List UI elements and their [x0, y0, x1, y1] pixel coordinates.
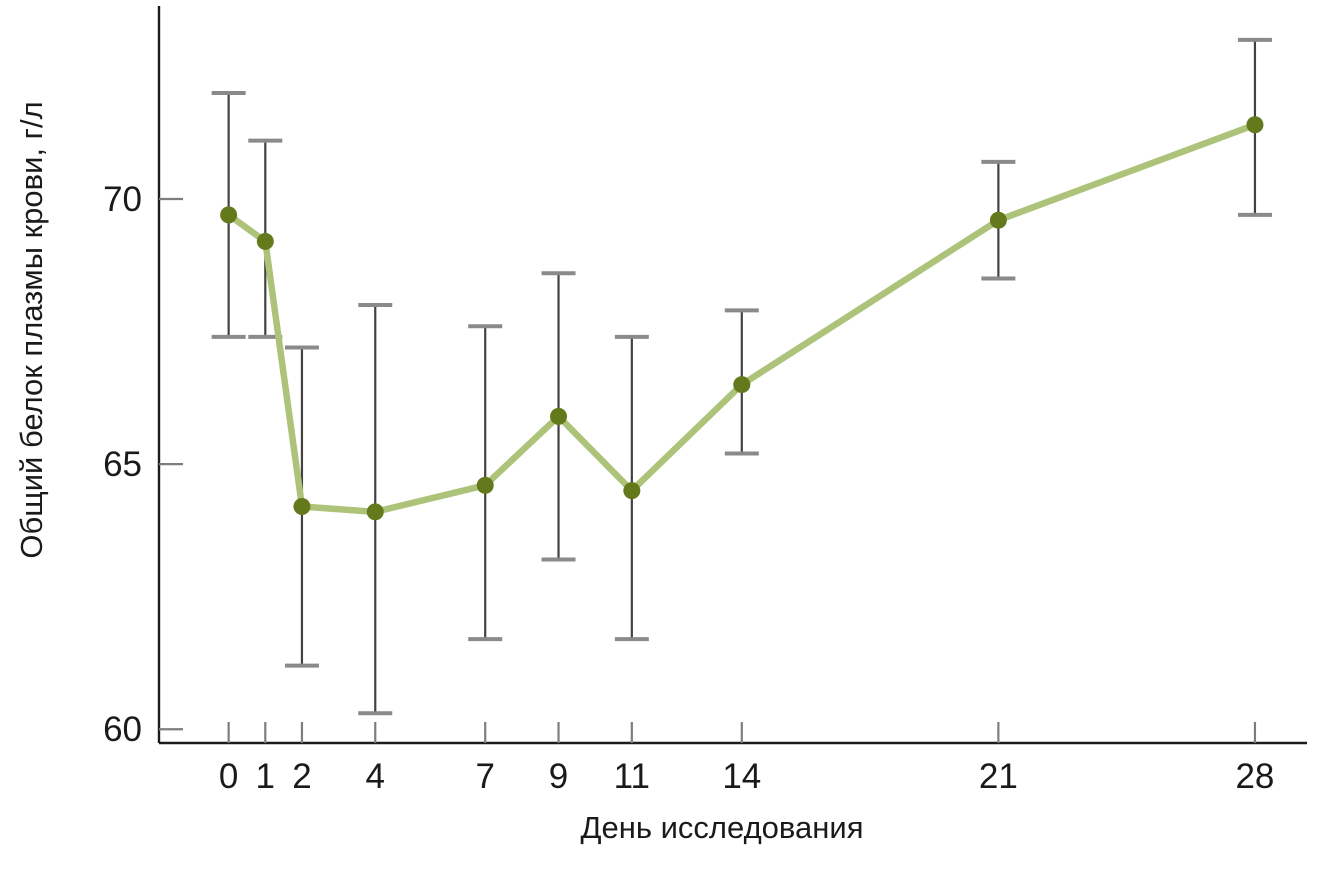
x-tick-label: 21: [979, 757, 1018, 796]
series-layer: [220, 116, 1264, 521]
x-tick-label: 0: [219, 757, 238, 796]
axes-layer: 60 65 70 0 1 2 4 7 9 11 14 21 28: [103, 6, 1307, 796]
series-line: [225, 121, 1259, 516]
x-tick-label: 1: [256, 757, 275, 796]
data-point-marker: [989, 211, 1007, 229]
data-point-marker: [220, 206, 238, 224]
x-tick-label: 7: [475, 757, 494, 796]
y-tick-label: 65: [103, 445, 142, 484]
data-point-marker: [1246, 116, 1264, 134]
x-axis-title: День исследования: [581, 810, 864, 845]
x-tick-label: 28: [1235, 757, 1274, 796]
y-axis-title: Общий белок плазмы крови, г/л: [14, 101, 49, 558]
data-point-marker: [476, 476, 494, 494]
data-point-marker: [256, 232, 274, 250]
x-tick-label: 14: [722, 757, 761, 796]
x-tick-label: 11: [614, 757, 650, 796]
data-point-marker: [733, 376, 751, 394]
x-tick-label: 9: [549, 757, 568, 796]
data-point-marker: [623, 482, 641, 500]
data-point-marker: [366, 503, 384, 521]
data-point-marker: [550, 407, 568, 425]
x-tick-label: 2: [292, 757, 311, 796]
y-tick-label: 60: [103, 710, 142, 749]
x-tick-label: 4: [366, 757, 385, 796]
data-point-marker: [293, 498, 311, 516]
y-tick-label: 70: [103, 180, 142, 219]
